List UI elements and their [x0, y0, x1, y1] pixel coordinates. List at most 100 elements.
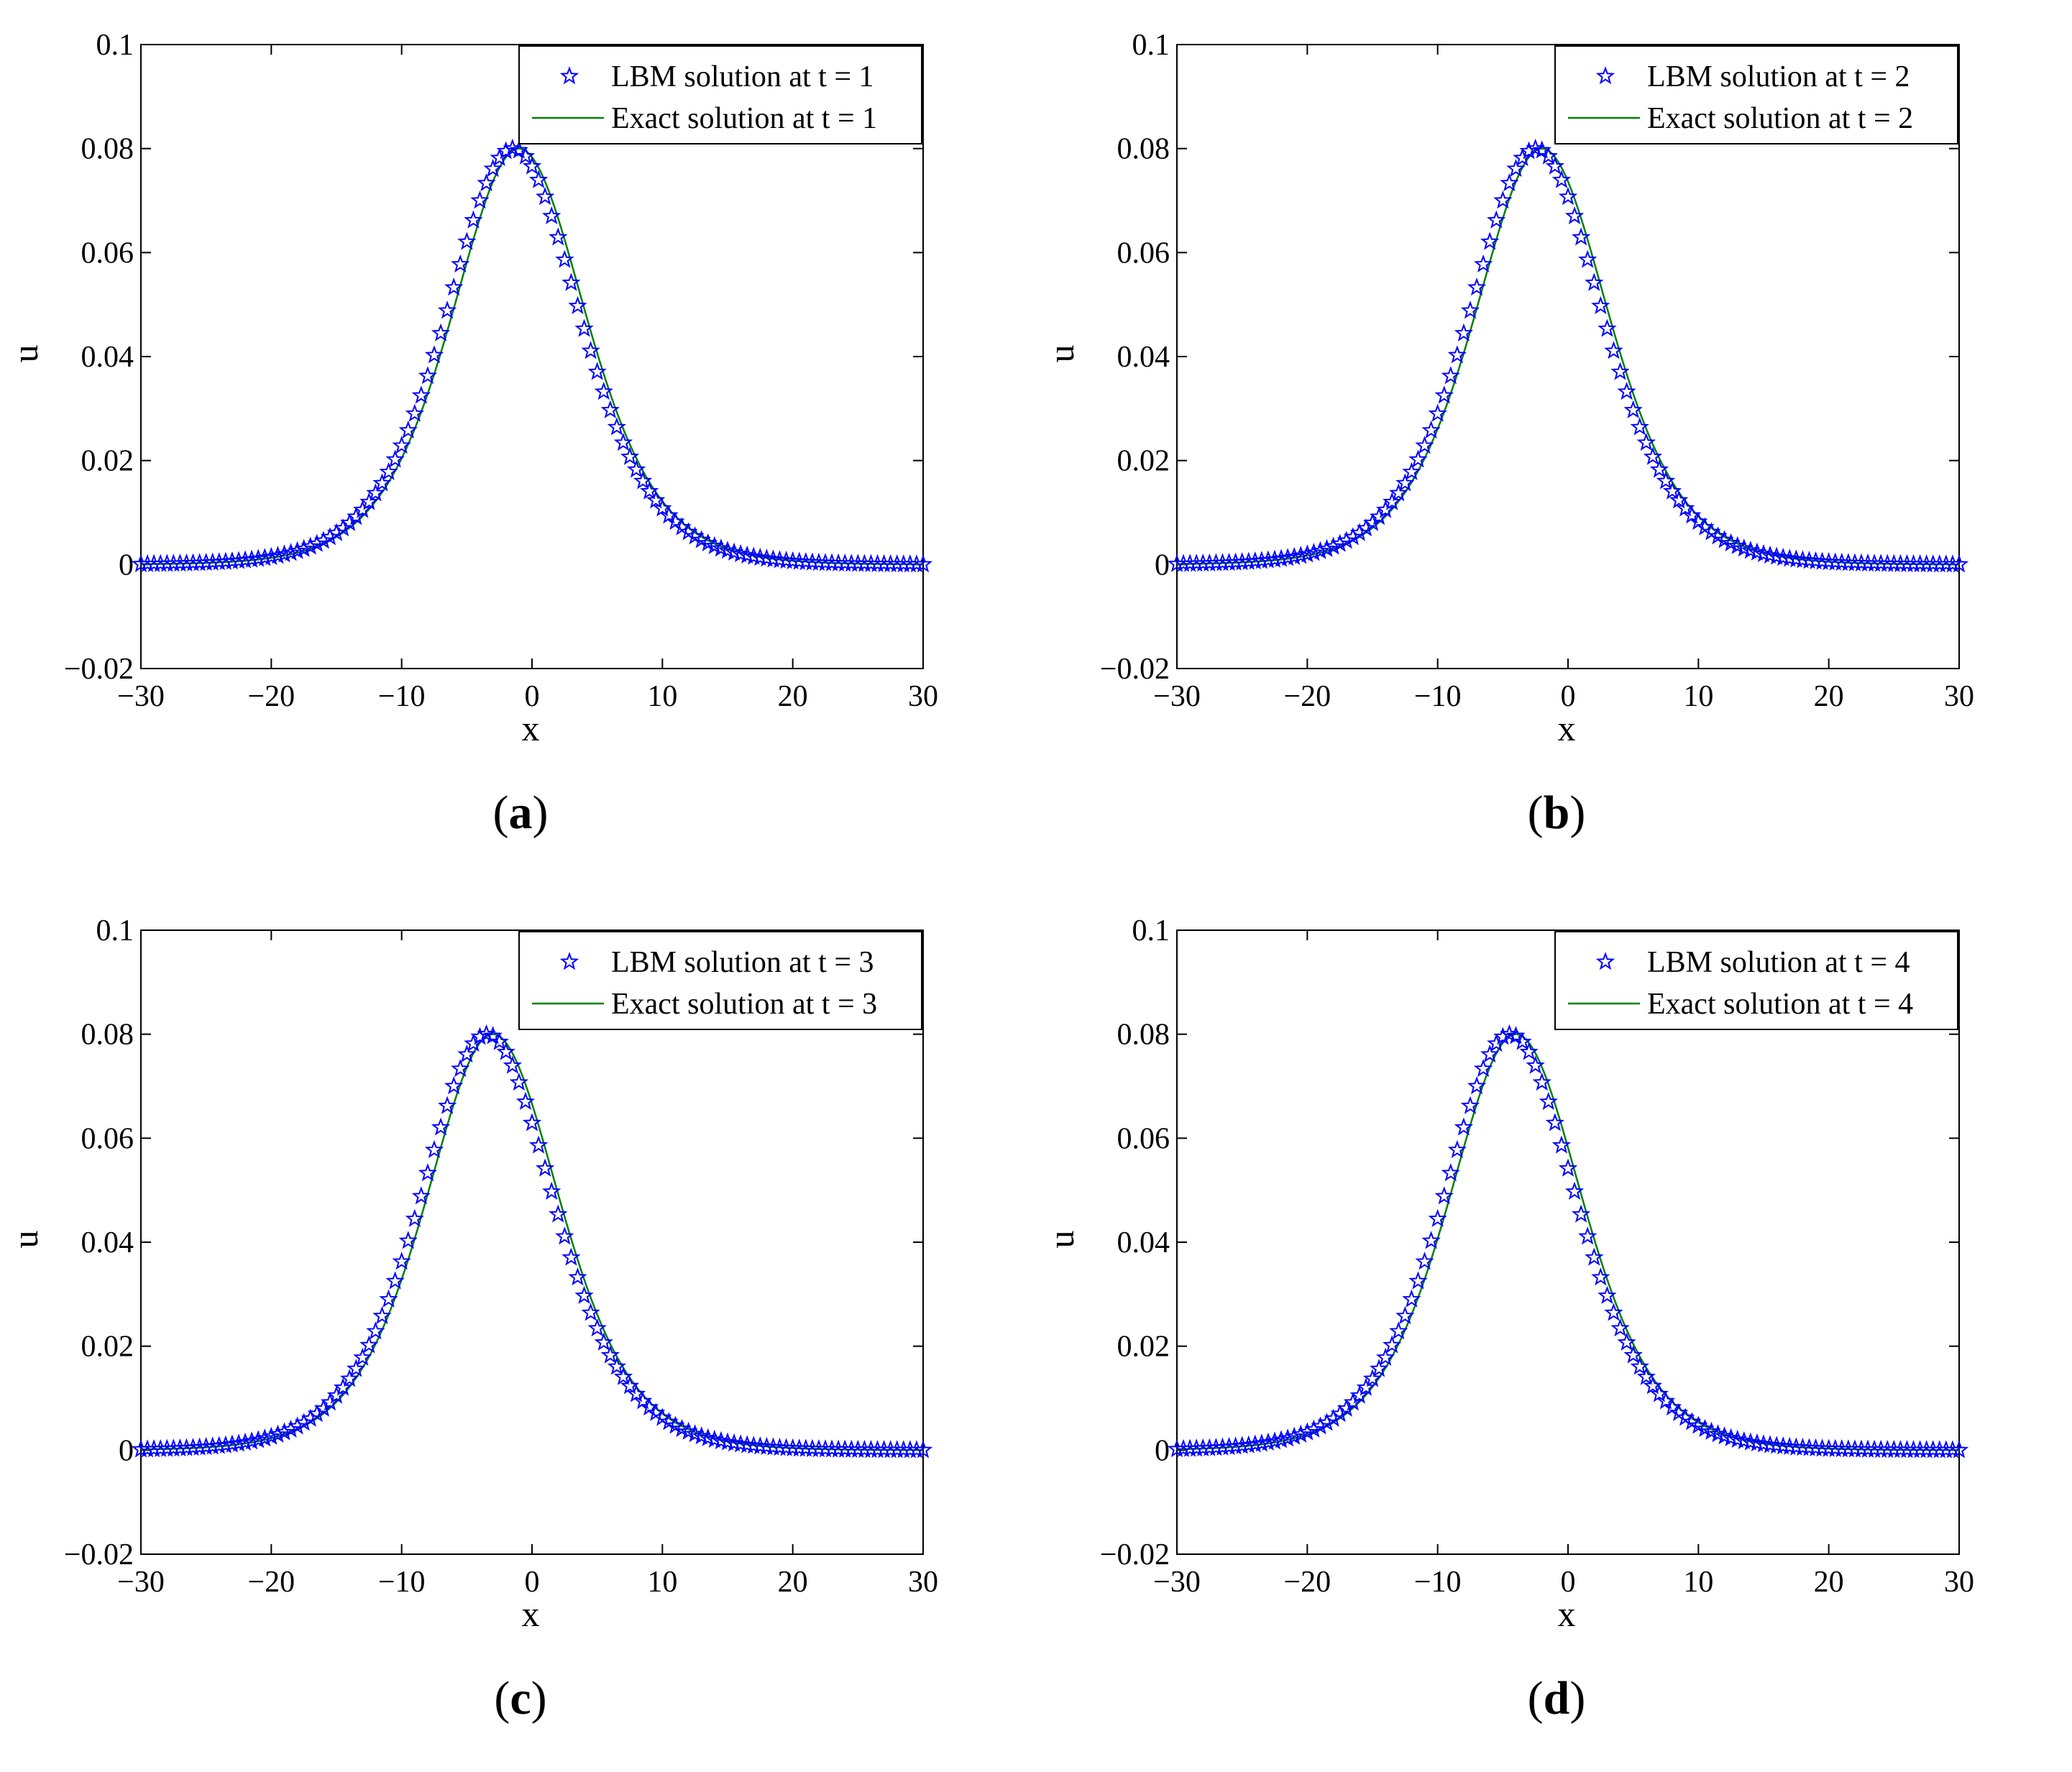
lbm-point: [275, 544, 294, 563]
lbm-point: [751, 548, 770, 566]
lbm-point: [1330, 533, 1349, 552]
lbm-point: [418, 366, 438, 385]
lbm-point: [1375, 500, 1395, 518]
y-tick-label: 0.02: [1117, 1331, 1170, 1364]
x-tick-label: 10: [1683, 680, 1713, 713]
lbm-point: [1304, 543, 1324, 561]
lbm-point: [1480, 1045, 1500, 1063]
lbm-point: [1774, 1436, 1793, 1455]
x-tick-label: −10: [378, 680, 426, 713]
legend-label-exact: Exact solution at t = 3: [611, 988, 877, 1021]
lbm-point: [1649, 459, 1669, 478]
lbm-point: [242, 549, 262, 568]
lbm-point: [1349, 523, 1370, 541]
lbm-point: [1395, 473, 1415, 492]
lbm-point: [398, 420, 418, 439]
lbm-point: [1787, 549, 1806, 568]
y-tick-label: 0.06: [81, 237, 134, 270]
lbm-point: [907, 1440, 927, 1459]
plot-area: [1176, 929, 1960, 1555]
lbm-point: [477, 173, 496, 192]
lbm-point: [626, 1384, 646, 1403]
lbm-point: [528, 170, 549, 188]
lbm-point: [1604, 341, 1623, 359]
lbm-point: [1610, 1318, 1630, 1337]
lbm-point: [490, 1032, 509, 1050]
lbm-point: [1578, 1226, 1597, 1245]
lbm-point: [313, 531, 334, 549]
legend-label-exact: Exact solution at t = 2: [1647, 102, 1913, 135]
lbm-point: [1780, 1436, 1800, 1455]
lbm-point: [1545, 156, 1565, 175]
x-tick-label: −10: [378, 1566, 426, 1599]
lbm-point: [738, 1435, 757, 1454]
lbm-point: [1232, 1436, 1252, 1454]
lbm-point: [757, 1436, 776, 1455]
legend-star-icon: [559, 66, 579, 85]
lbm-point: [235, 1432, 255, 1451]
legend-label-lbm: LBM solution at t = 3: [611, 946, 874, 979]
lbm-point: [515, 146, 536, 165]
lbm-point: [333, 518, 353, 537]
lbm-point: [372, 1305, 392, 1325]
lbm-point: [568, 1267, 587, 1286]
lbm-point: [764, 1437, 783, 1456]
lbm-point: [1389, 1321, 1408, 1340]
lbm-point: [620, 1376, 640, 1395]
lbm-point: [1551, 1135, 1572, 1154]
lbm-point: [587, 1318, 607, 1337]
lbm-point: [405, 1208, 424, 1227]
lbm-point: [281, 543, 301, 561]
x-tick-label: −30: [1153, 1566, 1201, 1599]
x-tick-label: 0: [1561, 680, 1576, 713]
lbm-point: [1506, 159, 1526, 178]
lbm-point: [1421, 1231, 1441, 1249]
x-tick-label: −20: [1283, 1566, 1331, 1599]
lbm-point: [1623, 1345, 1643, 1364]
lbm-point: [1298, 1422, 1317, 1441]
lbm-point: [209, 1436, 229, 1454]
lbm-point: [1421, 420, 1441, 439]
lbm-point: [607, 1356, 627, 1375]
panel-caption: (d): [1528, 1672, 1586, 1725]
lbm-point: [1636, 1367, 1656, 1385]
lbm-point: [1539, 146, 1558, 165]
lbm-point: [242, 1431, 262, 1450]
y-tick-label: 0.06: [81, 1122, 134, 1155]
x-tick-label: 30: [908, 1566, 938, 1599]
lbm-point: [1558, 1158, 1578, 1177]
lbm-point: [568, 295, 587, 314]
legend-label-lbm: LBM solution at t = 2: [1647, 60, 1910, 93]
lbm-point: [307, 533, 326, 552]
x-tick-label: 20: [778, 1566, 808, 1599]
lbm-point: [1311, 1416, 1330, 1435]
lbm-point: [379, 462, 398, 480]
x-tick-label: 30: [1944, 1566, 1974, 1599]
lbm-point: [347, 1359, 366, 1377]
lbm-point: [1278, 548, 1298, 566]
y-tick-label: 0.02: [81, 1331, 134, 1364]
lbm-point: [411, 1186, 431, 1205]
legend-label-lbm: LBM solution at t = 4: [1647, 946, 1910, 979]
legend: LBM solution at t = 4 Exact solution at t…: [1554, 931, 1958, 1030]
lbm-point: [1949, 1440, 1969, 1459]
lbm-point: [1630, 417, 1649, 436]
lbm-point: [1252, 1433, 1272, 1452]
legend: LBM solution at t = 1 Exact solution at t…: [518, 45, 922, 144]
x-tick-label: −20: [247, 1566, 295, 1599]
x-tick-label: 10: [647, 1566, 677, 1599]
y-axis-label: u: [5, 1231, 45, 1249]
lbm-point: [418, 1163, 438, 1182]
lbm-point: [776, 551, 796, 569]
lbm-point: [515, 1091, 536, 1110]
lbm-point: [1473, 1059, 1493, 1078]
lbm-point: [1780, 548, 1800, 567]
lbm-point: [1317, 538, 1337, 557]
lbm-point: [1402, 462, 1421, 480]
lbm-point: [640, 481, 659, 500]
lbm-point: [764, 549, 783, 568]
lbm-point: [326, 1385, 347, 1404]
lbm-point: [907, 554, 927, 573]
lbm-point: [1434, 1186, 1454, 1205]
